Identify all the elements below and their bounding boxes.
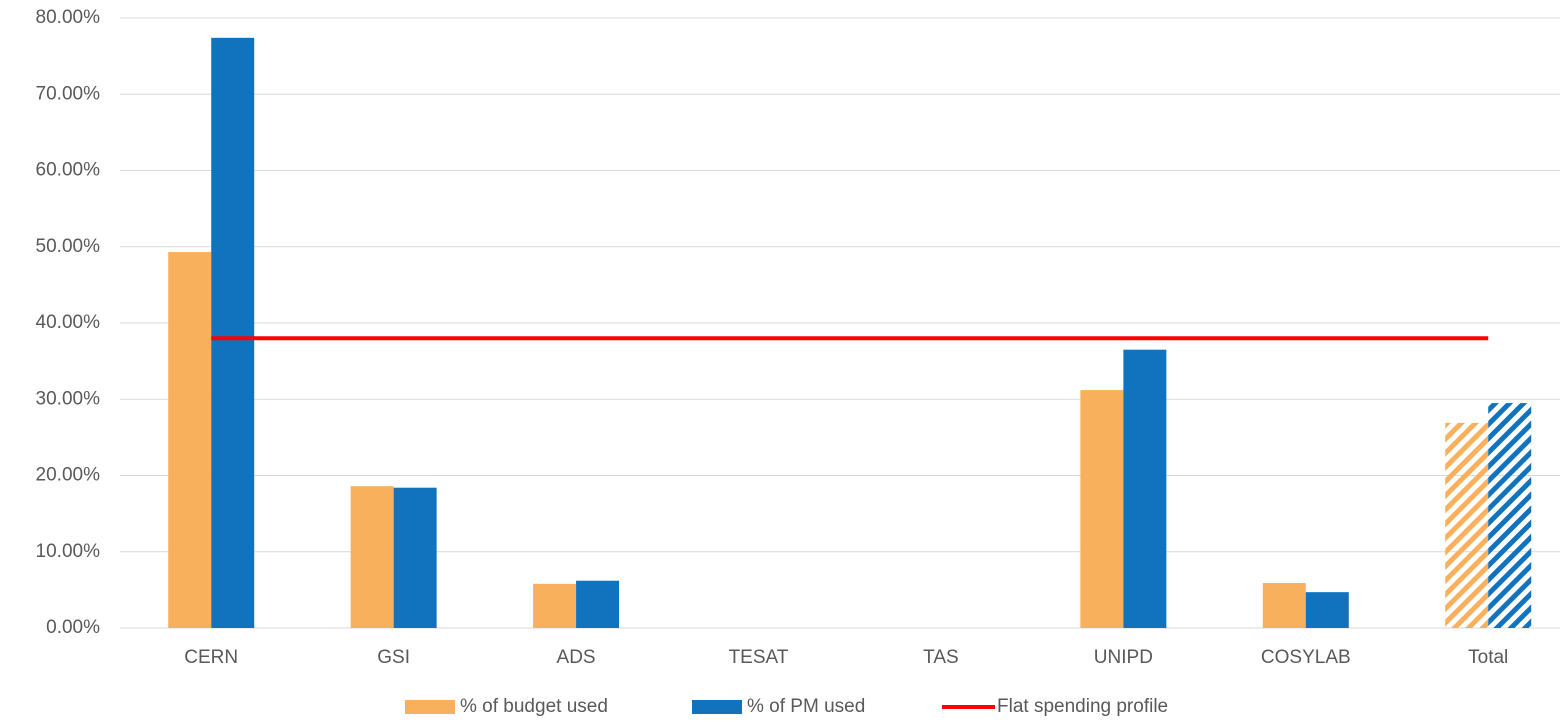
bar — [350, 486, 394, 628]
bar — [393, 487, 437, 628]
x-tick-label: GSI — [377, 647, 410, 668]
y-tick-label: 40.00% — [36, 312, 101, 333]
bar — [211, 37, 255, 628]
bar — [1445, 422, 1489, 628]
legend-swatch — [405, 700, 455, 714]
legend-label: % of PM used — [747, 696, 865, 717]
y-tick-label: 20.00% — [36, 465, 101, 486]
y-tick-label: 60.00% — [36, 160, 101, 181]
bar — [168, 252, 212, 628]
y-tick-label: 50.00% — [36, 236, 101, 257]
x-tick-label: TESAT — [729, 647, 789, 668]
bar — [1305, 592, 1349, 628]
y-tick-label: 70.00% — [36, 83, 101, 104]
y-tick-label: 10.00% — [36, 541, 101, 562]
legend-label: % of budget used — [460, 696, 608, 717]
legend-label: Flat spending profile — [997, 696, 1168, 717]
x-tick-label: COSYLAB — [1261, 647, 1351, 668]
legend-swatch — [692, 700, 742, 714]
x-tick-label: CERN — [184, 647, 238, 668]
bar — [533, 583, 577, 628]
x-tick-label: TAS — [923, 647, 959, 668]
y-tick-label: 80.00% — [36, 7, 101, 28]
bar — [576, 580, 620, 628]
x-tick-label: UNIPD — [1094, 647, 1153, 668]
x-tick-label: ADS — [557, 647, 596, 668]
bar — [1080, 390, 1124, 628]
bar — [1123, 349, 1167, 628]
x-tick-label: Total — [1468, 647, 1508, 668]
y-tick-label: 0.00% — [46, 617, 100, 638]
bar — [1262, 583, 1306, 628]
y-tick-label: 30.00% — [36, 388, 101, 409]
bar — [1488, 403, 1532, 628]
